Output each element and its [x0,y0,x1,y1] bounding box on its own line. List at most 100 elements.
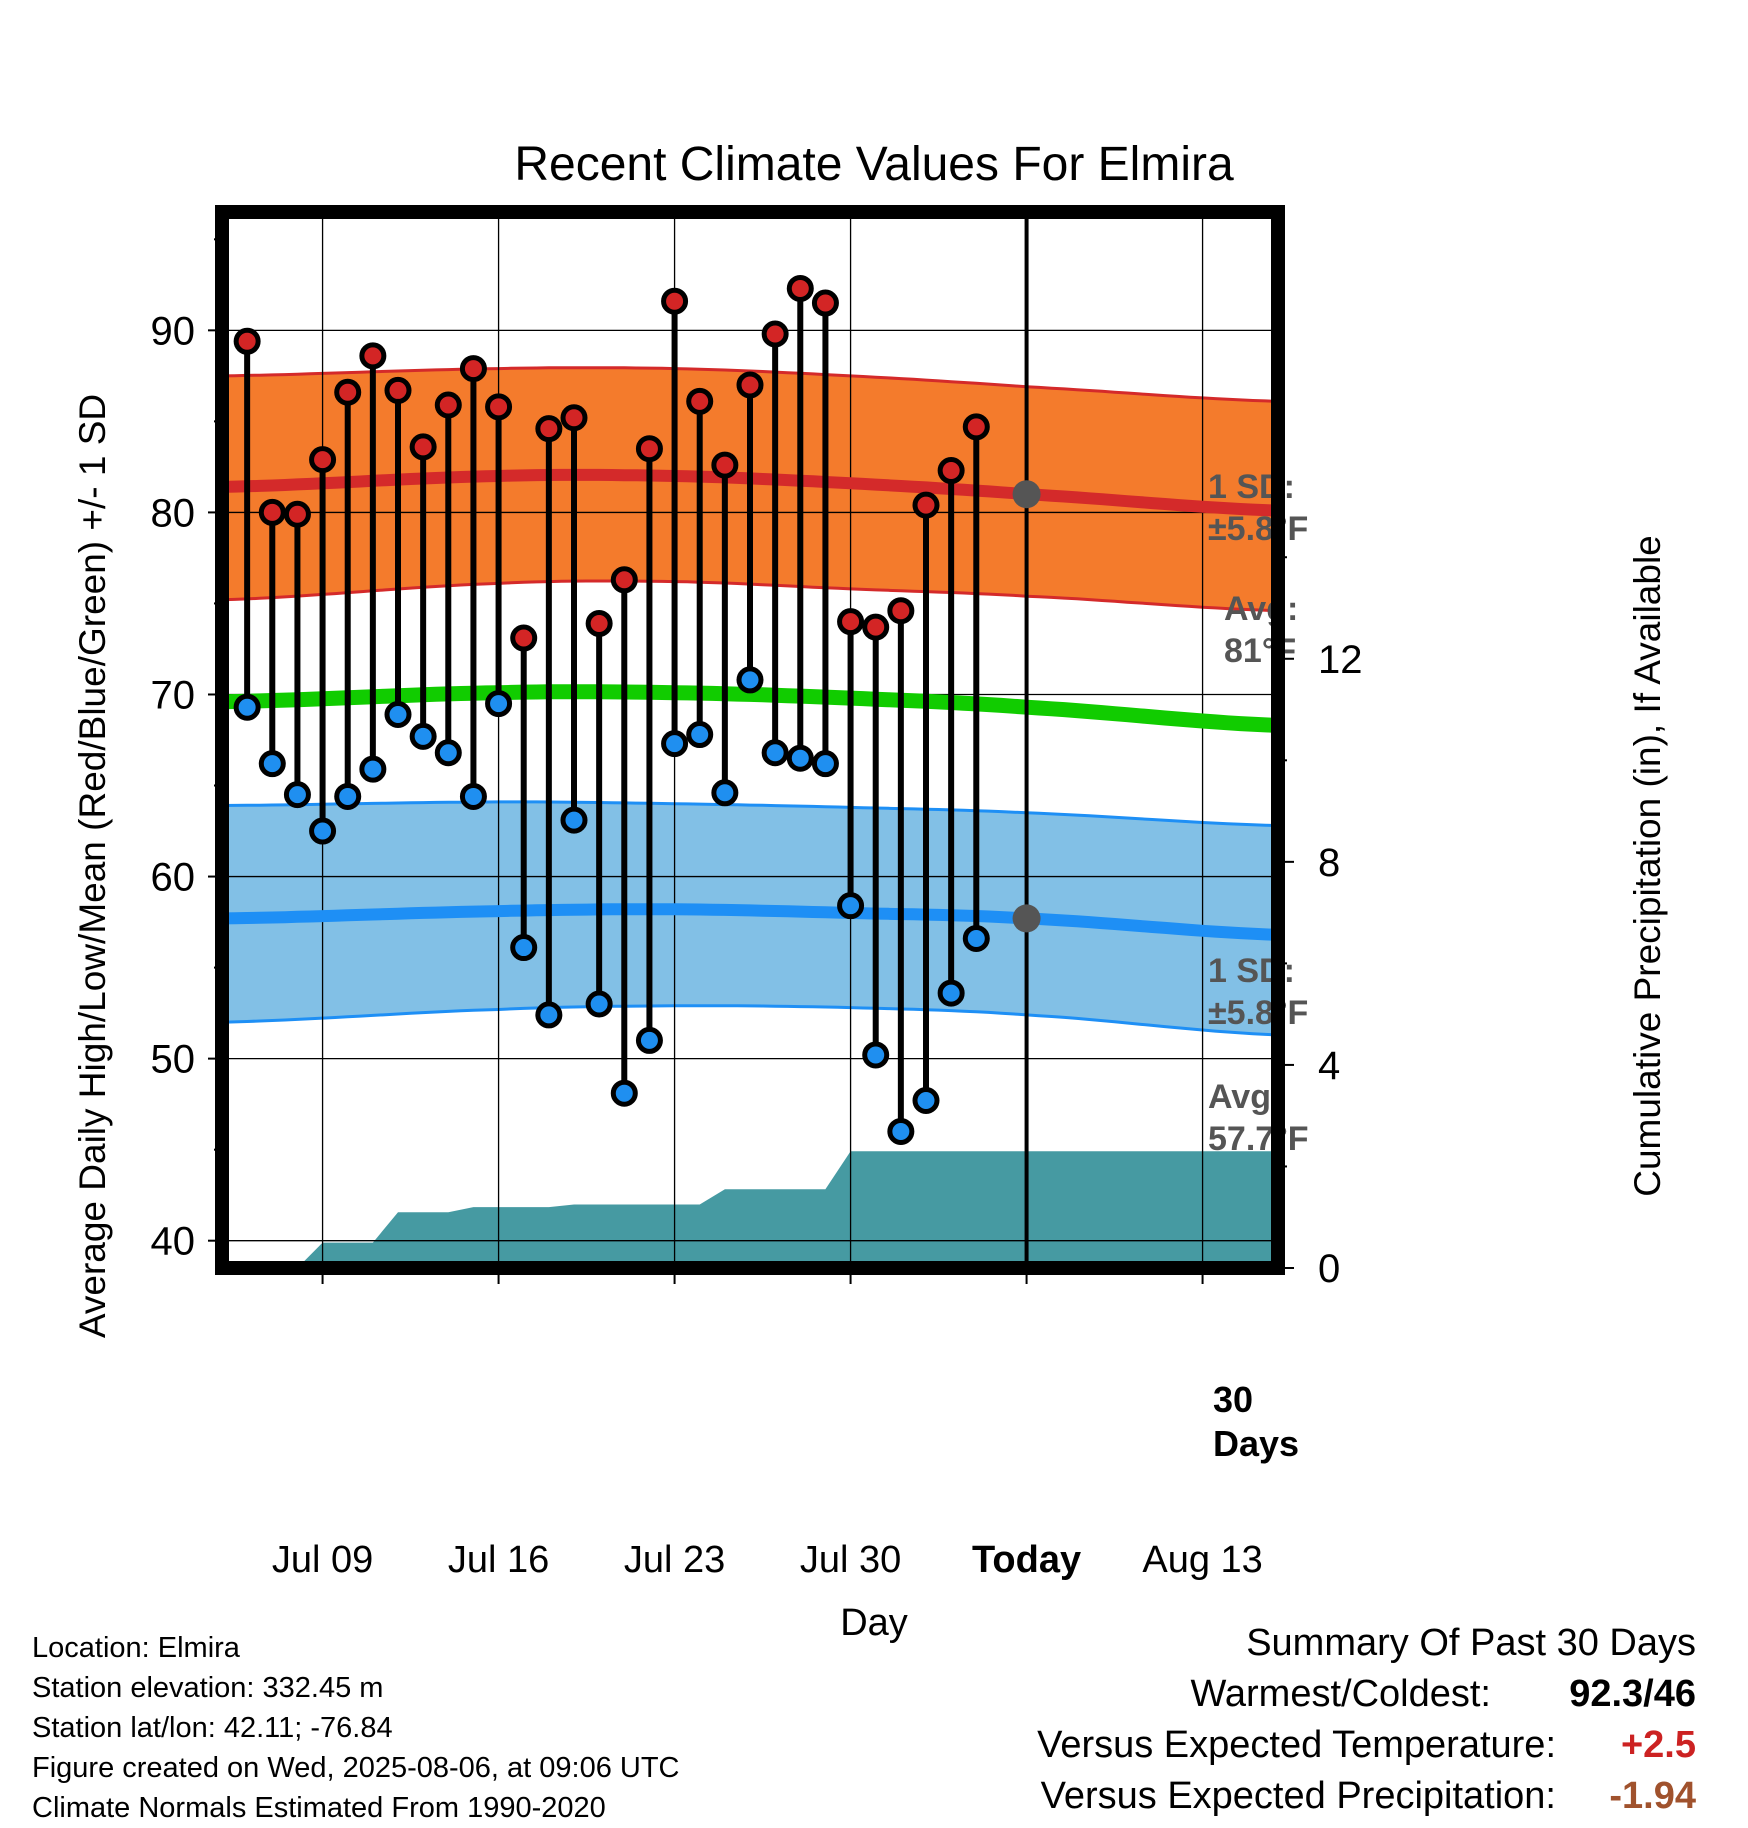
daily-low-point [912,1086,940,1114]
daily-high-point [711,451,739,479]
summary-title: Summary Of Past 30 Days [1246,1622,1696,1664]
daily-high-point [736,371,764,399]
plot-frame [215,205,1285,1275]
x-tick-label: Jul 09 [272,1539,373,1581]
daily-low-point [736,666,764,694]
mean-avg-line [222,684,1278,733]
daily-low-point [937,979,965,1007]
daily-high-point [434,391,462,419]
low-avg-label-title: Avg: [1208,1078,1282,1116]
daily-low-point [761,739,789,767]
daily-high-point [409,433,437,461]
daily-low-point [258,750,286,778]
daily-low-point [485,690,513,718]
low-avg-dot [1012,904,1041,933]
precip-period-label-unit: Days [1213,1423,1299,1464]
daily-low-point [585,990,613,1018]
temp-value: +2.5 [1620,1724,1696,1766]
y-tick-label-left: 40 [151,1220,196,1264]
warm-cold-label: Warmest/Coldest: [1190,1673,1491,1715]
high-avg-label-title: Avg: [1224,590,1298,628]
daily-high-point [459,355,487,383]
daily-high-point [258,498,286,526]
daily-low-point [962,924,990,952]
low-avg-label-value: 57.7°F [1208,1120,1309,1158]
summary-panel: Summary Of Past 30 Days Warmest/Coldest:… [1037,1618,1696,1822]
daily-low-point [635,1026,663,1054]
daily-low-point [309,817,337,845]
y-tick-label-left: 60 [151,856,196,900]
high-sd-label-value: ±5.8°F [1208,510,1308,548]
summary-warm-cold-row: Warmest/Coldest: 92.3/46 [1037,1669,1696,1720]
daily-high-point [359,342,387,370]
x-tick-label: Today [972,1539,1081,1581]
daily-high-point [535,415,563,443]
daily-low-point [535,1001,563,1029]
chart-title: Recent Climate Values For Elmira [514,138,1234,191]
location-text: Location: Elmira [32,1632,240,1664]
daily-high-point [811,289,839,317]
y-tick-label-left: 90 [151,309,196,353]
daily-high-point [962,413,990,441]
y-tick-label-right: 0 [1318,1247,1340,1291]
daily-low-point [887,1117,915,1145]
daily-high-point [610,566,638,594]
daily-high-point [233,327,261,355]
daily-low-point [233,693,261,721]
y-tick-label-left: 70 [151,673,196,717]
daily-low-point [686,721,714,749]
daily-high-point [887,597,915,625]
daily-high-point [635,435,663,463]
daily-low-point [711,779,739,807]
daily-high-point [761,320,789,348]
x-tick-label: Jul 30 [800,1539,901,1581]
daily-low-point [862,1041,890,1069]
normals-text: Climate Normals Estimated From 1990-2020 [32,1792,606,1824]
daily-high-point [334,378,362,406]
daily-low-point [359,755,387,783]
daily-high-point [912,491,940,519]
daily-high-point [283,500,311,528]
daily-low-point [811,750,839,778]
daily-low-point [510,934,538,962]
daily-high-point [786,274,814,302]
daily-high-point [384,376,412,404]
daily-high-point [862,613,890,641]
daily-low-point [610,1079,638,1107]
precip-area [297,1151,1278,1268]
daily-high-point [686,387,714,415]
daily-high-point [485,393,513,421]
daily-low-point [334,782,362,810]
low-avg-line [222,903,1278,941]
precip-value: -1.94 [1609,1775,1696,1817]
daily-low-point [661,730,689,758]
precip-label: Versus Expected Precipitation: [1040,1775,1556,1817]
daily-low-point [560,806,588,834]
daily-low-point [283,781,311,809]
low-sd-band [222,801,1278,1035]
daily-high-point [560,404,588,432]
y-axis-label-right: Cumulative Precipitation (in), If Availa… [1627,535,1668,1197]
daily-high-point [510,624,538,652]
low-sd-label-value: ±5.8°F [1208,994,1308,1032]
daily-low-point [434,739,462,767]
station-info: Location: Elmira Station elevation: 332.… [32,1628,680,1828]
summary-temp-row: Versus Expected Temperature: +2.5 [1037,1720,1696,1771]
y-tick-label-right: 8 [1318,841,1340,885]
x-axis-label: Day [840,1602,908,1644]
high-avg-label-value: 81°F [1224,632,1296,670]
high-sd-upper-line [222,366,1278,403]
low-sd-upper-line [222,800,1278,828]
daily-high-point [585,609,613,637]
daily-low-point [384,701,412,729]
x-tick-label: Jul 16 [448,1539,549,1581]
y-tick-label-right: 4 [1318,1044,1340,1088]
daily-low-point [459,782,487,810]
warm-cold-value: 92.3/46 [1569,1673,1696,1715]
y-tick-label-left: 50 [151,1038,196,1082]
daily-high-point [937,457,965,485]
daily-high-point [309,446,337,474]
daily-low-point [786,744,814,772]
